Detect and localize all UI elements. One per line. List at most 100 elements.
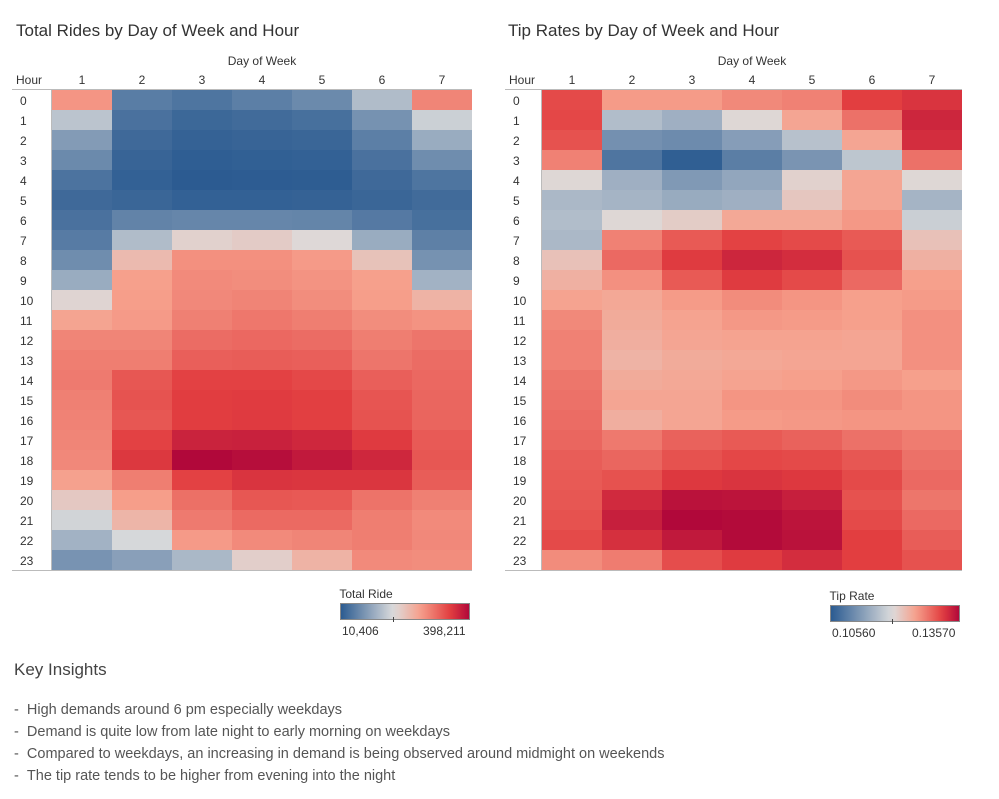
heatmap-cell (902, 210, 962, 230)
row-label-13: 13 (20, 354, 34, 368)
heatmap-cell (172, 250, 232, 270)
row-label-10: 10 (20, 294, 34, 308)
heatmap-cell (292, 250, 352, 270)
heatmap-cell (172, 230, 232, 250)
heatmap-cell (172, 130, 232, 150)
heatmap-cell (232, 290, 292, 310)
y-axis-title: Hour (16, 73, 43, 87)
heatmap-cell (112, 450, 172, 470)
heatmap-cell (412, 410, 472, 430)
heatmap-cell (602, 450, 662, 470)
heatmap-cell (352, 510, 412, 530)
heatmap-cell (292, 510, 352, 530)
heatmap-cell (842, 510, 902, 530)
heatmap-cell (542, 290, 602, 310)
row-axis-rule (541, 90, 542, 570)
row-label-4: 4 (513, 174, 520, 188)
heatmap-cell (662, 230, 722, 250)
row-label-3: 3 (20, 154, 27, 168)
heatmap-cell (52, 530, 112, 550)
heatmap-cell (412, 330, 472, 350)
heatmap-cell (292, 490, 352, 510)
column-header-6: 6 (868, 73, 876, 87)
heatmap-cell (842, 370, 902, 390)
row-label-23: 23 (513, 554, 527, 568)
heatmap-cell (662, 170, 722, 190)
heatmap-cell (842, 170, 902, 190)
heatmap-cell (542, 310, 602, 330)
insight-item: - Compared to weekdays, an increasing in… (14, 746, 664, 762)
heatmap-cell (722, 450, 782, 470)
heatmap-cell (352, 390, 412, 410)
heatmap-cell (172, 350, 232, 370)
heatmap-cell (112, 330, 172, 350)
heatmap-cell (112, 310, 172, 330)
heatmap-cell (352, 430, 412, 450)
heatmap-cell (662, 310, 722, 330)
heatmap-cell (782, 210, 842, 230)
heatmap-cell (602, 510, 662, 530)
heatmap-cell (232, 230, 292, 250)
heatmap-cell (352, 110, 412, 130)
heatmap-cell (602, 350, 662, 370)
heatmap-cell (352, 190, 412, 210)
heatmap-cell (542, 130, 602, 150)
heatmap-cell (112, 250, 172, 270)
heatmap-cell (172, 510, 232, 530)
heatmap-cell (842, 250, 902, 270)
heatmap-cell (842, 390, 902, 410)
heatmap-cell (172, 390, 232, 410)
heatmap-cell (412, 530, 472, 550)
heatmap-cell (902, 370, 962, 390)
heatmap-cell (782, 370, 842, 390)
heatmap-cell (722, 490, 782, 510)
column-header-5: 5 (808, 73, 816, 87)
heatmap-cell (112, 490, 172, 510)
row-label-21: 21 (513, 514, 527, 528)
row-label-14: 14 (20, 374, 34, 388)
heatmap-cell (232, 390, 292, 410)
heatmap-cell (722, 530, 782, 550)
row-label-5: 5 (513, 194, 520, 208)
y-axis-title: Hour (509, 73, 536, 87)
heatmap-cell (602, 530, 662, 550)
heatmap-cell (722, 310, 782, 330)
insight-item: - The tip rate tends to be higher from e… (14, 768, 395, 784)
legend-min-label: 0.10560 (832, 626, 876, 640)
heatmap-cell (412, 230, 472, 250)
insight-item: - Demand is quite low from late night to… (14, 724, 450, 740)
row-label-2: 2 (513, 134, 520, 148)
heatmap-cell (902, 510, 962, 530)
heatmap-cell (722, 250, 782, 270)
heatmap-cell (842, 490, 902, 510)
heatmap-cell (52, 470, 112, 490)
heatmap-cell (542, 370, 602, 390)
row-label-22: 22 (513, 534, 527, 548)
heatmap-cell (292, 470, 352, 490)
heatmap-cell (292, 270, 352, 290)
heatmap-cell (232, 90, 292, 110)
heatmap-cell (602, 490, 662, 510)
heatmap-cell (842, 530, 902, 550)
heatmap-cell (602, 170, 662, 190)
heatmap-cell (112, 210, 172, 230)
heatmap-cell (292, 370, 352, 390)
heatmap-cell (842, 130, 902, 150)
heatmap-cell (352, 170, 412, 190)
heatmap-cell (112, 290, 172, 310)
heatmap-cell (232, 330, 292, 350)
heatmap-cell (602, 370, 662, 390)
column-header-1: 1 (568, 73, 576, 87)
row-axis-rule (51, 90, 52, 570)
heatmap-cell (782, 290, 842, 310)
chart-title: Total Rides by Day of Week and Hour (16, 21, 300, 40)
row-label-17: 17 (20, 434, 34, 448)
heatmap-cell (412, 310, 472, 330)
heatmap-cell (172, 550, 232, 570)
column-header-3: 3 (688, 73, 696, 87)
heatmap-cell (412, 390, 472, 410)
row-label-12: 12 (20, 334, 34, 348)
heatmap-cell (412, 190, 472, 210)
heatmap-cell (232, 410, 292, 430)
row-label-9: 9 (20, 274, 27, 288)
